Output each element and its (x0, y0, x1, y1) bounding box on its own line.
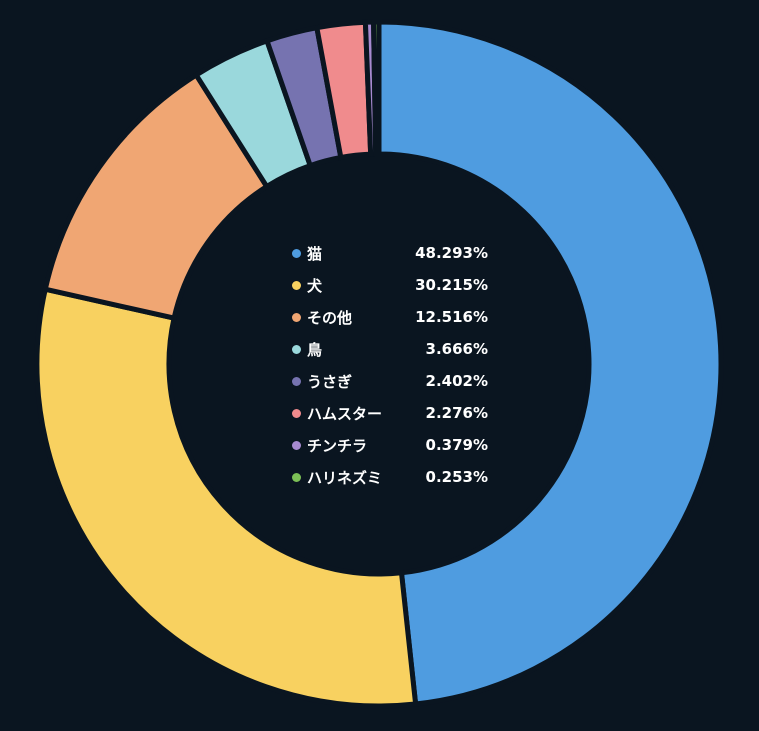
legend-value-dog: 30.215% (415, 276, 488, 294)
legend-dot-dog (292, 280, 301, 290)
slice-cat[interactable] (376, 19, 724, 707)
legend-dot-hedgehog (292, 472, 301, 482)
legend-item-rabbit[interactable]: うさぎ 2.402% (288, 365, 488, 397)
legend-value-chinchilla: 0.379% (425, 436, 488, 454)
legend-label-bird: 鳥 (307, 340, 323, 359)
legend-label-hedgehog: ハリネズミ (307, 468, 383, 487)
legend-dot-rabbit (292, 376, 301, 386)
legend-value-rabbit: 2.402% (425, 372, 488, 390)
legend-item-dog[interactable]: 犬 30.215% (288, 269, 488, 301)
legend-label-chinchilla: チンチラ (307, 436, 368, 455)
legend-item-hamster[interactable]: ハムスター 2.276% (288, 397, 488, 429)
slice-hedgehog[interactable] (371, 19, 382, 157)
legend-label-rabbit: うさぎ (307, 372, 353, 391)
legend: 猫 48.293% 犬 30.215% その他 12.516% 鳥 3.666%… (288, 237, 488, 493)
legend-dot-chinchilla (292, 440, 301, 450)
legend-value-hedgehog: 0.253% (425, 468, 488, 486)
legend-value-bird: 3.666% (425, 340, 488, 358)
legend-label-hamster: ハムスター (307, 404, 383, 423)
legend-dot-cat (292, 248, 301, 258)
legend-dot-other (292, 312, 301, 322)
legend-label-cat: 猫 (307, 244, 323, 263)
legend-item-other[interactable]: その他 12.516% (288, 301, 488, 333)
slice-dog[interactable] (34, 286, 419, 709)
legend-value-other: 12.516% (415, 308, 488, 326)
legend-item-hedgehog[interactable]: ハリネズミ 0.253% (288, 461, 488, 493)
legend-item-bird[interactable]: 鳥 3.666% (288, 333, 488, 365)
legend-item-cat[interactable]: 猫 48.293% (288, 237, 488, 269)
legend-dot-bird (292, 344, 301, 354)
legend-item-chinchilla[interactable]: チンチラ 0.379% (288, 429, 488, 461)
legend-value-hamster: 2.276% (425, 404, 488, 422)
slices (34, 19, 724, 709)
legend-label-other: その他 (307, 308, 353, 327)
legend-dot-hamster (292, 408, 301, 418)
legend-value-cat: 48.293% (415, 244, 488, 262)
legend-label-dog: 犬 (307, 276, 323, 295)
